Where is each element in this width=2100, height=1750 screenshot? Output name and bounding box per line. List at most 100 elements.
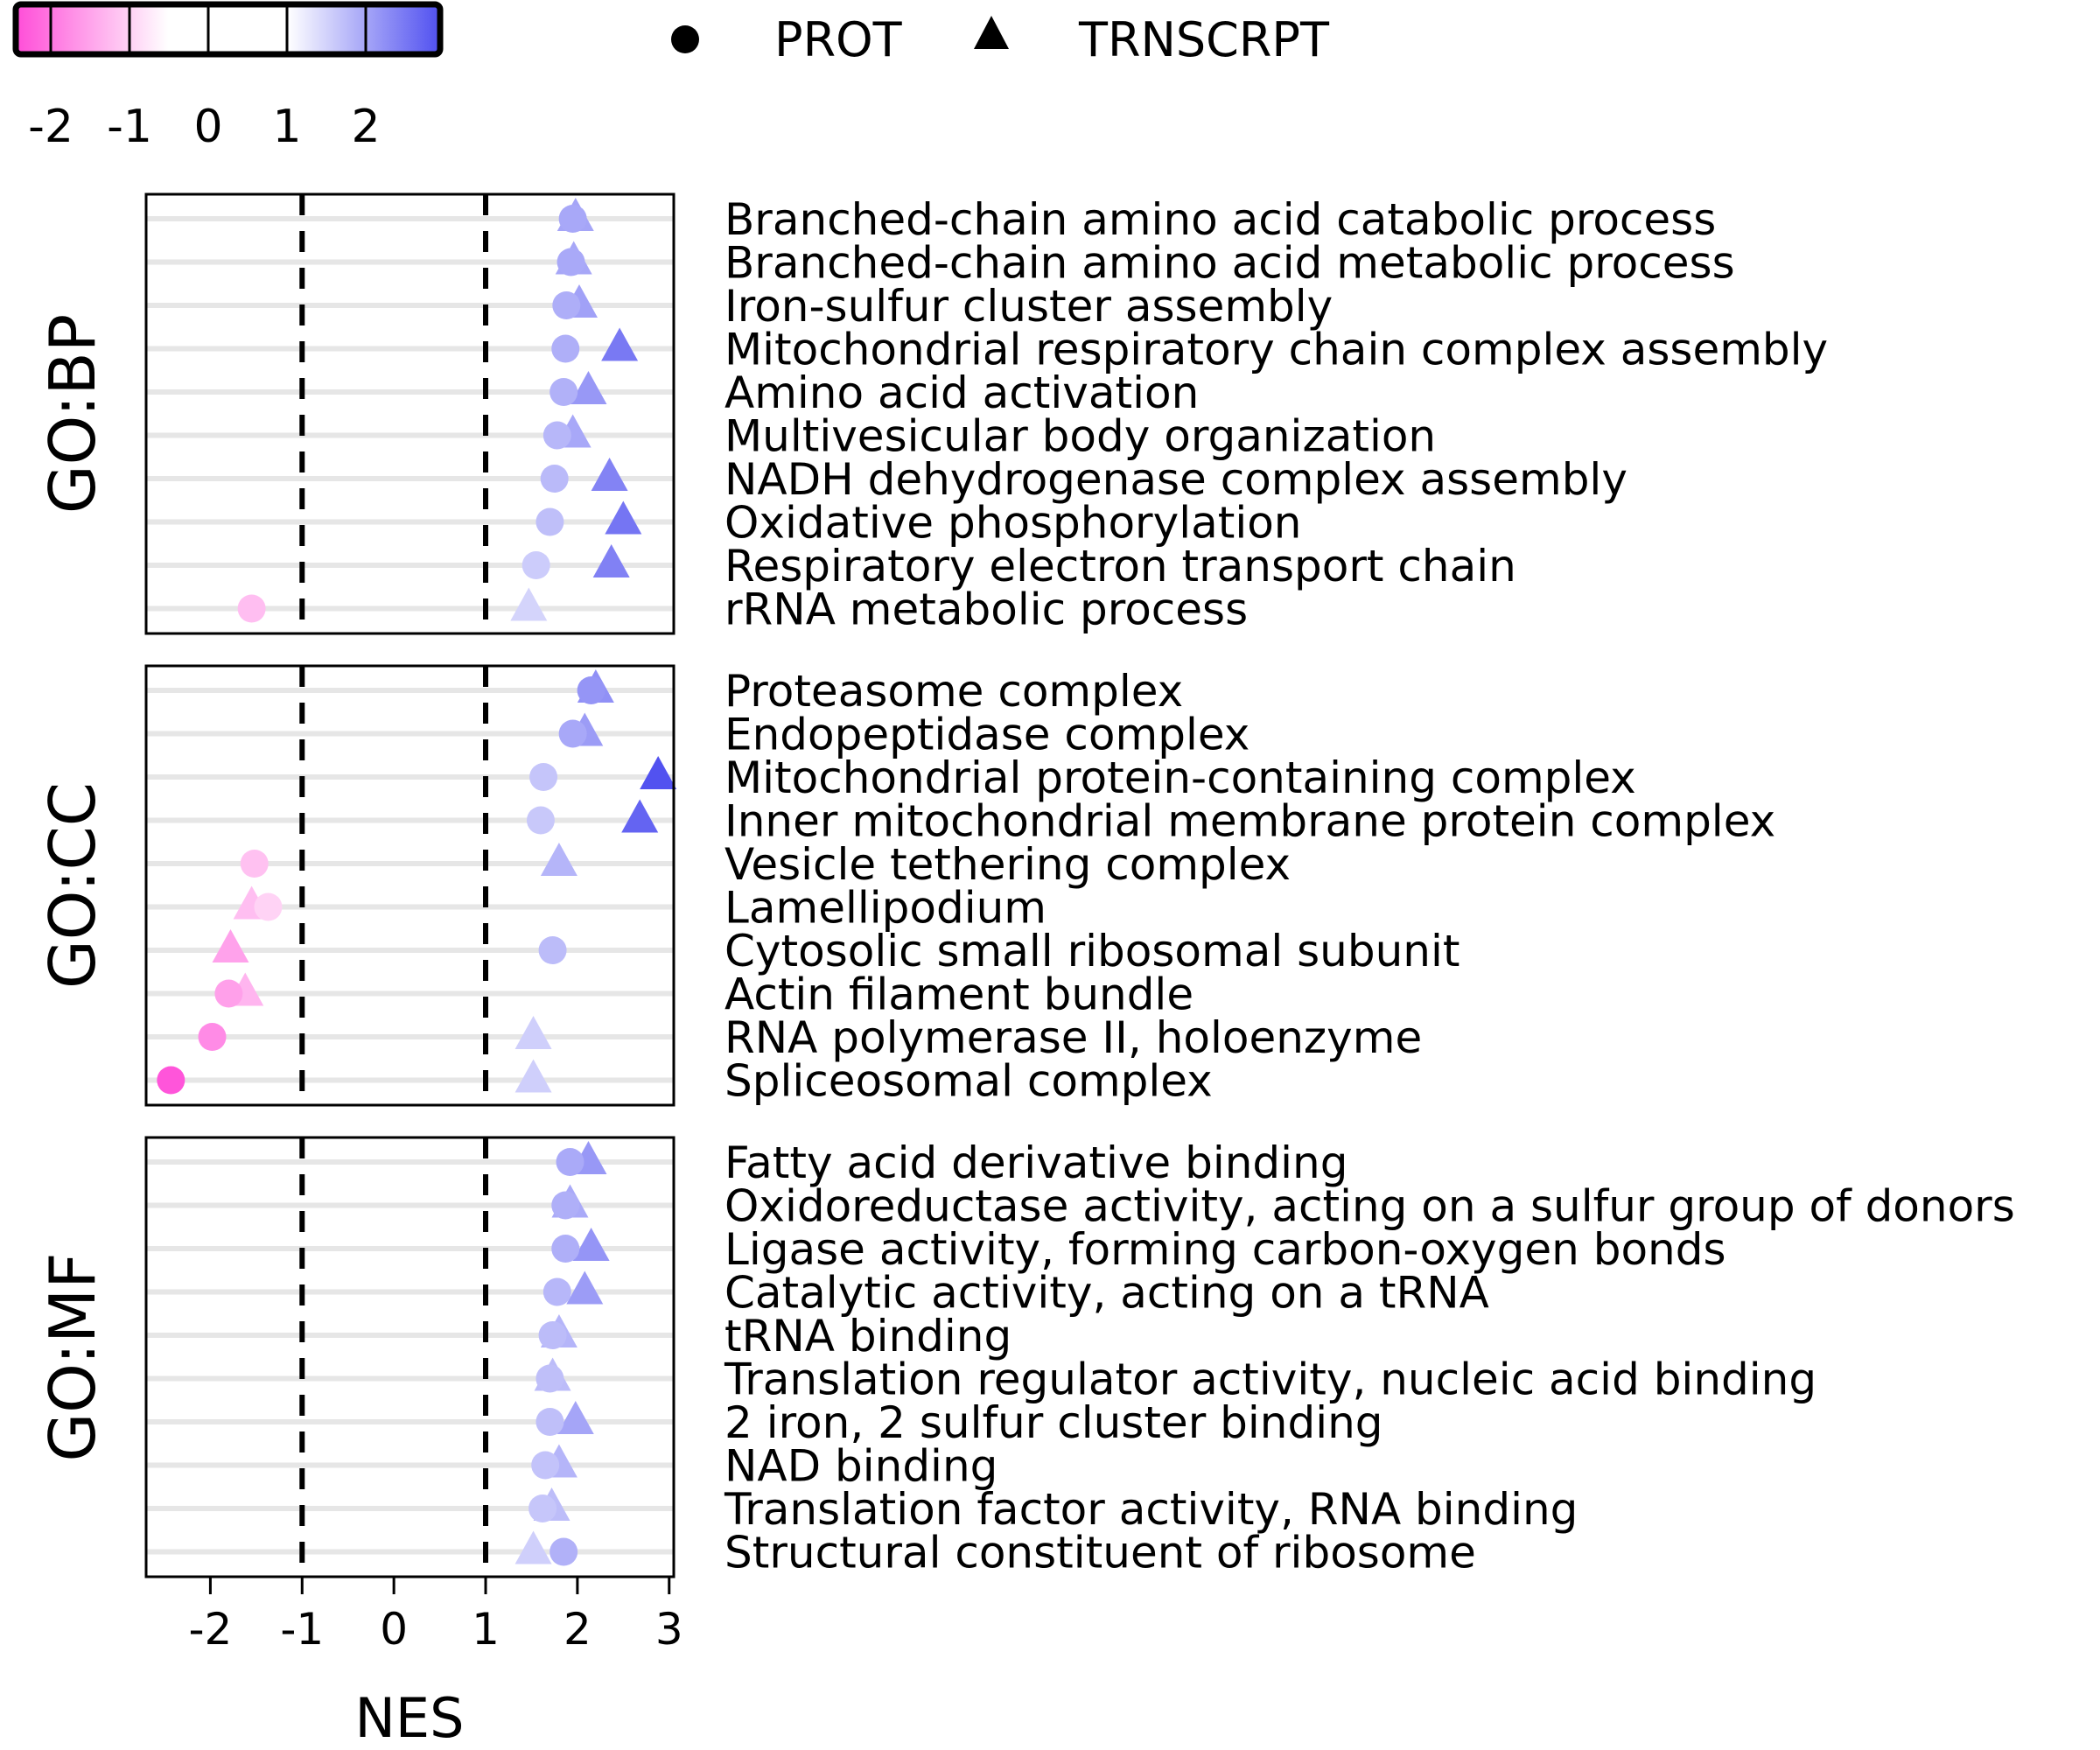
term-label: Mitochondrial respiratory chain complex …: [724, 325, 1828, 375]
term-label: Lamellipodium: [724, 883, 1046, 934]
term-label: Branched-chain amino acid metabolic proc…: [724, 238, 1735, 289]
color-bar-tick-label: 1: [272, 101, 301, 153]
term-label: Mitochondrial protein-containing complex: [724, 752, 1636, 803]
prot-point: [552, 291, 581, 319]
color-bar-fill: [12, 1, 444, 58]
trnscrpt-point: [514, 1016, 552, 1049]
prot-point: [558, 719, 587, 748]
prot-point: [556, 1148, 584, 1176]
term-label: Vesicle tethering complex: [724, 839, 1291, 890]
term-label: Branched-chain amino acid catabolic proc…: [724, 194, 1716, 245]
color-bar-tick-label: -1: [107, 101, 152, 153]
prot-point: [542, 1278, 571, 1306]
x-tick-label: 2: [564, 1604, 592, 1655]
panel-label: GO:MF: [36, 1253, 109, 1462]
term-label: Translation factor activity, RNA binding: [724, 1484, 1578, 1535]
panels: Branched-chain amino acid catabolic proc…: [36, 192, 2015, 1578]
trnscrpt-point: [572, 1228, 610, 1261]
legend-prot-label: PROT: [774, 12, 903, 67]
prot-point: [240, 850, 269, 878]
panel-label: GO:CC: [36, 782, 109, 989]
prot-point: [157, 1066, 186, 1095]
prot-point: [528, 1494, 557, 1522]
color-bar-ticks: -2 -1 0 1 2: [28, 7, 381, 153]
trnscrpt-point: [621, 799, 659, 833]
trnscrpt-point: [514, 1530, 552, 1564]
term-label: NADH dehydrogenase complex assembly: [724, 454, 1628, 505]
term-label: Spliceosomal complex: [724, 1056, 1213, 1107]
trnscrpt-point: [510, 587, 548, 621]
prot-point: [550, 1537, 578, 1566]
term-label: Cytosolic small ribosomal subunit: [724, 926, 1460, 976]
x-axis: -2 -1 0 1 2 3: [188, 1577, 683, 1655]
prot-point: [577, 676, 606, 704]
prot-point: [198, 1023, 227, 1051]
x-tick-label: -1: [280, 1604, 324, 1655]
trnscrpt-point: [514, 1059, 552, 1093]
prot-point: [538, 1321, 567, 1349]
prot-point: [254, 892, 283, 921]
prot-point: [551, 1235, 580, 1263]
prot-point: [536, 508, 564, 536]
x-tick-label: 3: [655, 1604, 683, 1655]
term-label: Endopeptidase complex: [724, 710, 1250, 760]
panel-go-bp: Branched-chain amino acid catabolic proc…: [36, 192, 1828, 635]
term-label: Oxidoreductase activity, acting on a sul…: [724, 1181, 2015, 1232]
prot-point: [551, 1191, 580, 1220]
term-label: Fatty acid derivative binding: [724, 1138, 1348, 1188]
term-label: Multivesicular body organization: [724, 411, 1436, 462]
color-bar-tick-label: 2: [351, 101, 380, 153]
panel-go-mf: Fatty acid derivative bindingOxidoreduct…: [36, 1136, 2015, 1578]
prot-point: [237, 594, 266, 623]
trnscrpt-point: [591, 458, 628, 491]
term-label: Respiratory electron transport chain: [724, 541, 1516, 592]
trnscrpt-point: [556, 1401, 594, 1434]
term-label: Inner mitochondrial membrane protein com…: [724, 796, 1775, 847]
trnscrpt-point: [592, 544, 630, 578]
term-label: 2 iron, 2 sulfur cluster binding: [724, 1397, 1383, 1448]
panel-frame: [144, 1136, 676, 1578]
color-bar-tick-label: -2: [28, 101, 74, 153]
term-label: NAD binding: [724, 1441, 998, 1492]
term-label: Structural constituent of ribosome: [724, 1528, 1476, 1578]
panel-frame: [144, 192, 676, 635]
trnscrpt-point: [601, 327, 639, 361]
panel-label: GO:BP: [36, 314, 109, 514]
x-tick-label: 0: [380, 1604, 408, 1655]
trnscrpt-point: [212, 929, 249, 962]
panel-frame: [144, 664, 676, 1107]
prot-point: [536, 1364, 564, 1393]
term-label: Iron-sulfur cluster assembly: [724, 281, 1333, 332]
term-label: Actin filament bundle: [724, 970, 1194, 1020]
prot-point: [556, 248, 585, 276]
prot-point: [538, 936, 567, 964]
term-label: Catalytic activity, acting on a tRNA: [724, 1268, 1489, 1319]
legend-prot-marker: [671, 25, 699, 53]
prot-point: [522, 551, 550, 579]
term-label: Proteasome complex: [724, 666, 1183, 717]
term-label: Oxidative phosphorylation: [724, 498, 1302, 549]
x-axis-title: NES: [355, 1686, 465, 1750]
prot-point: [540, 465, 569, 493]
trnscrpt-point: [540, 843, 578, 876]
prot-point: [558, 205, 587, 233]
color-bar-tick-label: 0: [193, 101, 222, 153]
term-label: rRNA metabolic process: [724, 584, 1248, 635]
prot-point: [529, 763, 558, 791]
x-tick-label: 1: [472, 1604, 500, 1655]
term-label: RNA polymerase II, holoenzyme: [724, 1012, 1422, 1063]
prot-point: [551, 334, 580, 363]
prot-point: [550, 378, 578, 406]
legend-trnscrpt-label: TRNSCRPT: [1078, 12, 1330, 67]
shape-legend: PROT TRNSCRPT: [671, 12, 1330, 67]
term-label: Amino acid activation: [724, 368, 1199, 418]
prot-point: [526, 806, 555, 835]
trnscrpt-point: [640, 756, 677, 789]
term-label: Ligase activity, forming carbon-oxygen b…: [724, 1224, 1726, 1275]
term-label: tRNA binding: [724, 1311, 1012, 1362]
trnscrpt-point: [566, 1270, 604, 1305]
prot-point: [542, 421, 571, 450]
x-tick-label: -2: [188, 1604, 232, 1655]
